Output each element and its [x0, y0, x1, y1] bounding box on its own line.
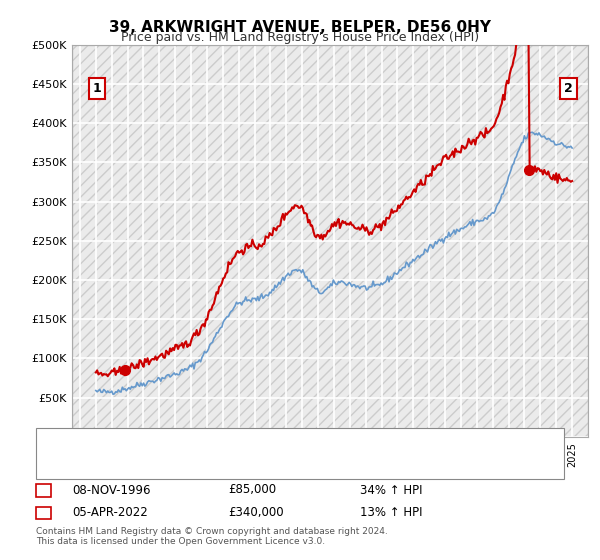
Bar: [72, 114, 588, 123]
Text: 2: 2: [564, 82, 573, 95]
Bar: [72, 348, 588, 358]
Bar: [72, 16, 588, 25]
Bar: [72, 368, 588, 378]
Text: £340,000: £340,000: [228, 506, 284, 519]
Bar: [72, 35, 588, 45]
Bar: [72, 309, 588, 319]
Bar: [72, 251, 588, 260]
Bar: [72, 290, 588, 300]
Bar: [72, 427, 588, 437]
Bar: [72, 74, 588, 84]
Text: Price paid vs. HM Land Registry's House Price Index (HPI): Price paid vs. HM Land Registry's House …: [121, 31, 479, 44]
Bar: [72, 270, 588, 280]
Text: £85,000: £85,000: [228, 483, 276, 497]
Text: Contains HM Land Registry data © Crown copyright and database right 2024.
This d: Contains HM Land Registry data © Crown c…: [36, 526, 388, 546]
Text: 1: 1: [92, 82, 101, 95]
Bar: [72, 172, 588, 182]
Text: 1: 1: [40, 483, 48, 497]
Text: 39, ARKWRIGHT AVENUE, BELPER, DE56 0HY (detached house): 39, ARKWRIGHT AVENUE, BELPER, DE56 0HY (…: [90, 444, 417, 454]
Bar: [72, 408, 588, 417]
Text: 2: 2: [40, 506, 48, 519]
Bar: [72, 192, 588, 202]
Text: 05-APR-2022: 05-APR-2022: [72, 506, 148, 519]
Text: HPI: Average price, detached house, Amber Valley: HPI: Average price, detached house, Ambe…: [90, 457, 352, 467]
Bar: [72, 212, 588, 221]
Text: 34% ↑ HPI: 34% ↑ HPI: [360, 483, 422, 497]
Bar: [72, 94, 588, 104]
Bar: [72, 133, 588, 143]
Bar: [72, 329, 588, 339]
Text: 39, ARKWRIGHT AVENUE, BELPER, DE56 0HY: 39, ARKWRIGHT AVENUE, BELPER, DE56 0HY: [109, 20, 491, 35]
Text: 08-NOV-1996: 08-NOV-1996: [72, 483, 151, 497]
Bar: [72, 0, 588, 6]
Text: 13% ↑ HPI: 13% ↑ HPI: [360, 506, 422, 519]
Bar: [72, 231, 588, 241]
Bar: [72, 153, 588, 162]
Bar: [72, 388, 588, 398]
Bar: [72, 55, 588, 64]
